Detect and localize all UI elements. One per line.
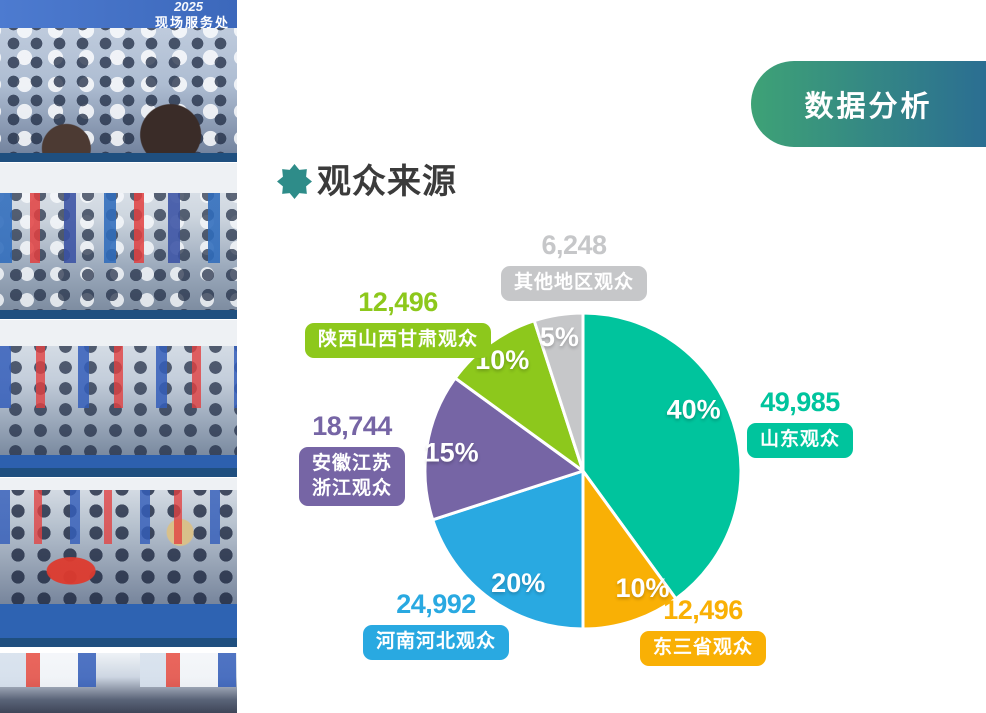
section-heading: 观众来源: [277, 164, 457, 199]
photo-banner-text: 现场服务处: [154, 15, 230, 30]
section-title: 观众来源: [317, 162, 457, 201]
pie-slice-shandong: [581, 311, 743, 601]
exhibition-photo-2: [0, 163, 237, 319]
visitor-count: 6,248: [541, 230, 607, 260]
visitor-count: 49,985: [760, 387, 840, 417]
region-pill: 东三省观众: [639, 631, 766, 666]
label-anhui-jiangsu-zhejiang: 18,744 安徽江苏 浙江观众: [289, 411, 415, 507]
exhibition-photo-1: 2025 现场服务处: [0, 0, 237, 162]
label-henan-hebei: 24,992 河南河北观众: [352, 591, 520, 660]
pie-percent-label-other-regions: 5%: [540, 322, 579, 352]
label-shaanxi-shanxi-gansu: 12,496 陕西山西甘肃观众: [303, 289, 493, 358]
exhibition-photo-4: [0, 478, 237, 647]
pie-percent-label-dongsansheng: 10%: [615, 573, 669, 603]
exhibition-photo-3: [0, 320, 237, 477]
pie-percent-label-anhui-jiangsu-zhejiang: 15%: [425, 438, 479, 468]
region-pill: 陕西山西甘肃观众: [304, 323, 491, 358]
pie-slice-other-regions: [532, 311, 585, 473]
region-pill: 其他地区观众: [500, 266, 647, 301]
data-analysis-banner: 数据分析: [751, 61, 986, 147]
banner-title: 数据分析: [804, 91, 933, 123]
photo-banner-year: 2025: [174, 0, 203, 14]
visitor-count: 24,992: [396, 589, 476, 619]
label-other-regions: 6,248 其他地区观众: [479, 232, 669, 301]
visitor-count: 12,496: [358, 287, 438, 317]
region-pill: 河南河北观众: [362, 625, 509, 660]
visitor-count: 18,744: [312, 411, 392, 441]
pie-slice-henan-hebei: [431, 469, 585, 631]
pie-slice-dongsansheng: [581, 469, 678, 631]
exhibition-photo-5: [0, 653, 237, 713]
region-pill: 安徽江苏 浙江观众: [298, 447, 405, 507]
pie-slice-anhui-jiangsu-zhejiang: [423, 376, 585, 522]
star-icon: [277, 164, 312, 199]
pie-percent-label-shandong: 40%: [667, 395, 721, 425]
visitor-count: 12,496: [663, 595, 743, 625]
region-pill: 山东观众: [746, 423, 853, 458]
label-shandong: 49,985 山东观众: [718, 389, 882, 458]
label-dongsansheng: 12,496 东三省观众: [624, 597, 782, 666]
photo-overlay-banner: 2025 现场服务处: [0, 0, 237, 30]
pie-percent-label-henan-hebei: 20%: [491, 568, 545, 598]
